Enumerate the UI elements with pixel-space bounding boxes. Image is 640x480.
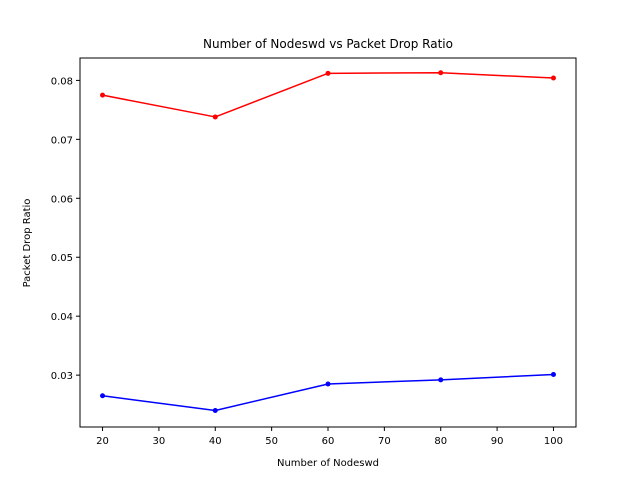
data-point [100, 92, 106, 98]
data-point [325, 381, 331, 387]
x-tick-label: 90 [491, 436, 504, 447]
x-tick-label: 60 [322, 436, 335, 447]
data-point [438, 377, 444, 383]
y-axis: 0.03 0.04 0.05 0.06 0.07 0.08 [51, 76, 80, 382]
y-tick-label: 0.05 [51, 253, 73, 264]
series-1 [100, 70, 556, 120]
series-line [102, 373, 554, 412]
plot-frame [79, 57, 577, 428]
chart-title: Number of Nodeswd vs Packet Drop Ratio [203, 37, 453, 51]
y-tick-label: 0.03 [51, 371, 73, 382]
x-tick-label: 80 [434, 436, 447, 447]
series-line [102, 71, 554, 118]
data-point [212, 114, 218, 120]
x-tick-label: 20 [96, 436, 109, 447]
plot-area [79, 57, 577, 428]
data-point [550, 372, 556, 378]
x-tick-label: 70 [378, 436, 391, 447]
y-axis-title: Packet Drop Ratio [22, 199, 33, 288]
x-tick-label: 50 [265, 436, 278, 447]
data-point [100, 393, 106, 399]
data-point [550, 75, 556, 81]
series-2 [100, 372, 556, 413]
data-point [212, 407, 218, 413]
data-point [438, 70, 444, 76]
y-tick-label: 0.07 [51, 135, 73, 146]
y-tick-label: 0.06 [51, 194, 73, 205]
x-tick-label: 30 [153, 436, 166, 447]
y-tick-label: 0.04 [51, 312, 73, 323]
x-tick-label: 100 [544, 436, 563, 447]
x-axis-title: Number of Nodeswd [277, 458, 379, 469]
x-tick-label: 40 [209, 436, 222, 447]
x-axis: 20 30 40 50 60 70 80 90 100 [96, 427, 563, 447]
data-point [325, 70, 331, 76]
y-tick-label: 0.08 [51, 76, 73, 87]
series-layer [100, 70, 556, 413]
